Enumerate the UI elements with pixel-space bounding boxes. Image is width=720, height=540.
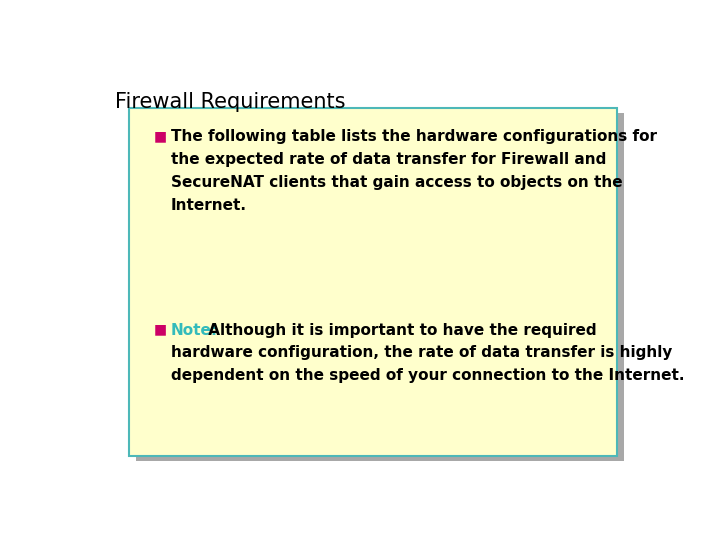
Text: ■: ■	[154, 129, 167, 143]
Text: hardware configuration, the rate of data transfer is highly: hardware configuration, the rate of data…	[171, 346, 672, 361]
Text: the expected rate of data transfer for Firewall and: the expected rate of data transfer for F…	[171, 152, 606, 167]
Text: The following table lists the hardware configurations for: The following table lists the hardware c…	[171, 129, 657, 144]
Text: Internet.: Internet.	[171, 198, 247, 213]
Text: ■: ■	[154, 322, 167, 336]
Text: Note:: Note:	[171, 322, 218, 338]
FancyBboxPatch shape	[136, 113, 624, 461]
FancyBboxPatch shape	[129, 109, 617, 456]
Text: SecureNAT clients that gain access to objects on the: SecureNAT clients that gain access to ob…	[171, 175, 623, 190]
Text: dependent on the speed of your connection to the Internet.: dependent on the speed of your connectio…	[171, 368, 685, 383]
Text: Firewall Requirements: Firewall Requirements	[115, 92, 346, 112]
Text: Although it is important to have the required: Although it is important to have the req…	[203, 322, 597, 338]
